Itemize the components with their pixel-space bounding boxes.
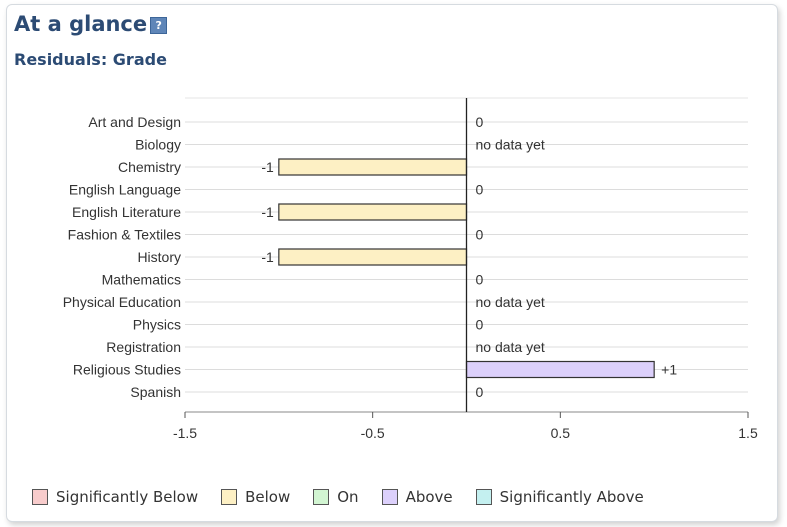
data-label: -1 — [261, 204, 274, 220]
legend-label: Significantly Above — [499, 488, 644, 506]
category-label: Religious Studies — [73, 362, 181, 378]
legend-item: Below — [221, 488, 290, 506]
category-label: English Language — [69, 182, 181, 198]
legend-swatch — [475, 489, 492, 505]
help-icon[interactable]: ? — [150, 17, 168, 34]
data-label: 0 — [476, 272, 484, 288]
category-label: History — [137, 249, 181, 265]
data-label: no data yet — [476, 294, 545, 310]
data-label: +1 — [661, 362, 677, 378]
legend-swatch — [221, 489, 238, 505]
category-label: English Literature — [72, 204, 181, 220]
panel-title-text: At a glance — [14, 12, 148, 36]
x-tick-label: 0.5 — [551, 425, 571, 441]
residuals-bar-chart: -1.5 -0.5 0.5 1.5 Art and Design 0 Biology no d… — [63, 97, 758, 441]
legend-swatch — [313, 489, 330, 505]
data-label: no data yet — [476, 339, 545, 355]
data-label: 0 — [476, 182, 484, 198]
panel-title: At a glance? — [14, 12, 168, 36]
category-label: Chemistry — [118, 159, 181, 175]
category-label: Physics — [133, 317, 181, 333]
category-label: Biology — [135, 137, 181, 153]
category-label: Art and Design — [88, 114, 181, 130]
data-label: 0 — [476, 114, 484, 130]
bar — [278, 158, 468, 176]
category-label: Mathematics — [102, 272, 181, 288]
data-label: 0 — [476, 384, 484, 400]
bar — [278, 248, 468, 266]
x-tick-label: -1.5 — [173, 425, 197, 441]
x-tick-label: -0.5 — [361, 425, 385, 441]
category-label: Registration — [106, 339, 181, 355]
x-tick-label: 1.5 — [738, 425, 758, 441]
legend-label: On — [337, 488, 359, 506]
legend-item: Significantly Below — [32, 488, 198, 506]
category-label: Fashion & Textiles — [68, 227, 181, 243]
legend-item: Significantly Above — [475, 488, 644, 506]
legend-label: Significantly Below — [56, 488, 199, 506]
data-label: -1 — [261, 159, 274, 175]
legend-swatch — [381, 489, 398, 505]
chart-legend: Significantly Below Below On Above Significa… — [32, 488, 667, 506]
legend-item: On — [313, 488, 359, 506]
category-label: Physical Education — [63, 294, 181, 310]
legend-label: Above — [405, 488, 453, 506]
legend-item: Above — [381, 488, 453, 506]
legend-swatch — [32, 489, 48, 505]
data-label: -1 — [261, 249, 274, 265]
bar — [465, 360, 655, 379]
data-label: 0 — [476, 317, 484, 333]
data-label: no data yet — [476, 137, 545, 153]
chart-subtitle: Residuals: Grade — [14, 50, 167, 69]
data-label: 0 — [476, 227, 484, 243]
legend-label: Below — [245, 488, 291, 506]
category-label: Spanish — [130, 384, 181, 400]
bar — [278, 203, 468, 221]
